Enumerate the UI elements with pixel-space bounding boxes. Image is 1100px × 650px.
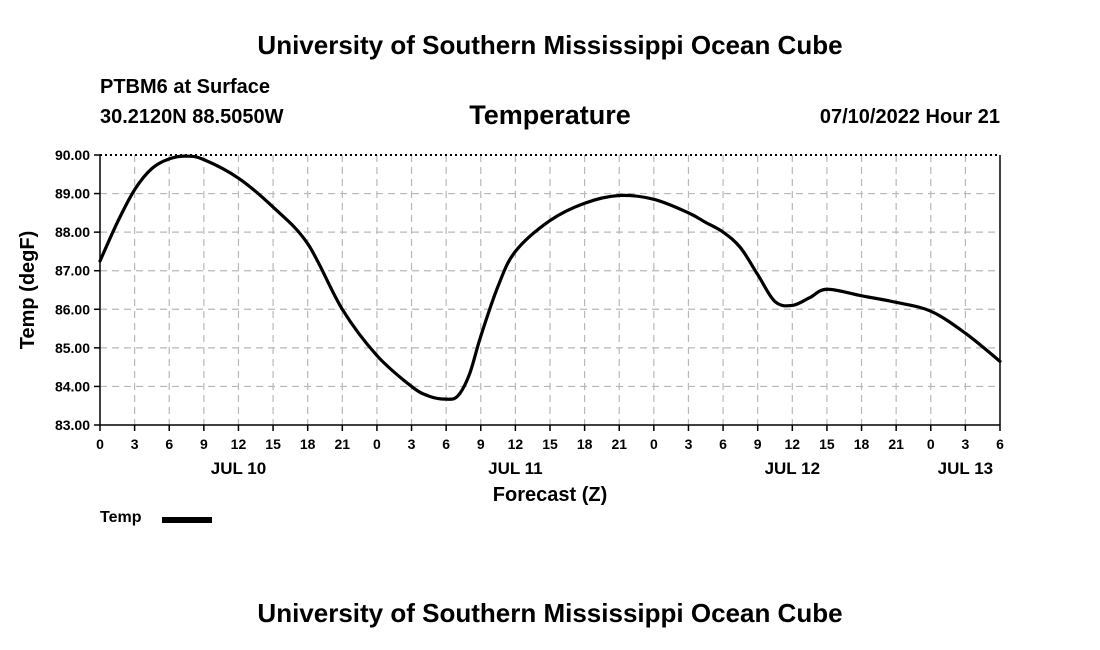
data-point: [740, 247, 741, 248]
data-point: [549, 220, 550, 221]
data-point: [965, 333, 966, 334]
y-axis-title: Temp (degF): [17, 231, 39, 350]
data-point: [203, 159, 204, 160]
x-tick-label: 15: [819, 436, 835, 452]
x-tick-label: 3: [685, 436, 693, 452]
x-tick-label: 18: [854, 436, 870, 452]
axes: 83.00 84.00 85.00 86.00 87.00 88.00 89.00 90.00…: [55, 147, 1004, 478]
footer-title: University of Southern Mississippi Ocean…: [257, 598, 843, 628]
y-tick-label: 87.00: [55, 263, 90, 279]
data-point: [457, 395, 458, 396]
data-point: [861, 295, 862, 296]
y-tick-label: 89.00: [55, 186, 90, 202]
axis-labels: Temp (degF) Forecast (Z): [17, 231, 607, 506]
x-date-label: JUL 11: [488, 459, 543, 478]
data-point: [151, 168, 152, 169]
x-date-label: JUL 10: [211, 459, 266, 478]
y-tick-label: 88.00: [55, 224, 90, 240]
x-tick-label: 3: [408, 436, 416, 452]
data-point: [307, 243, 308, 244]
y-tick-label: 86.00: [55, 301, 90, 317]
data-point: [480, 336, 481, 337]
data-point: [342, 309, 343, 310]
data-point: [186, 156, 187, 157]
data-point: [826, 289, 827, 290]
x-tick-label: 12: [785, 436, 801, 452]
data-point: [809, 297, 810, 298]
data-point: [688, 212, 689, 213]
x-tick-label: 3: [131, 436, 139, 452]
data-point: [705, 222, 706, 223]
data-point: [999, 361, 1000, 362]
y-tick-label: 83.00: [55, 417, 90, 433]
x-tick-label: 9: [477, 436, 485, 452]
data-point: [722, 232, 723, 233]
x-tick-label: 6: [996, 436, 1004, 452]
x-tick-label: 6: [442, 436, 450, 452]
legend-label: Temp: [100, 509, 142, 526]
data-point: [584, 203, 585, 204]
x-tick-label: 3: [961, 436, 969, 452]
y-tick-label: 84.00: [55, 378, 90, 394]
x-tick-label: 21: [611, 436, 627, 452]
x-tick-label: 21: [888, 436, 904, 452]
data-point: [428, 395, 429, 396]
series-layer: [98, 154, 1002, 401]
data-point: [774, 301, 775, 302]
data-point: [619, 195, 620, 196]
data-point: [134, 189, 135, 190]
data-point: [411, 386, 412, 387]
chart-title: Temperature: [469, 100, 631, 130]
data-point: [446, 399, 447, 400]
x-tick-label: 6: [165, 436, 173, 452]
data-point: [896, 302, 897, 303]
x-tick-label: 0: [650, 436, 658, 452]
grid: [100, 155, 1000, 425]
data-point: [757, 274, 758, 275]
coordinates-label: 30.2120N 88.5050W: [100, 106, 284, 128]
data-point: [792, 305, 793, 306]
data-point: [515, 251, 516, 252]
x-date-label: JUL 12: [765, 459, 820, 478]
x-tick-label: 6: [719, 436, 727, 452]
data-point: [653, 199, 654, 200]
x-tick-label: 12: [231, 436, 247, 452]
x-tick-label: 9: [754, 436, 762, 452]
series-line-temp: [98, 154, 1002, 401]
data-point: [117, 222, 118, 223]
data-point: [99, 260, 100, 261]
x-tick-label: 15: [542, 436, 558, 452]
x-tick-label: 15: [265, 436, 281, 452]
data-point: [376, 355, 377, 356]
x-axis-title: Forecast (Z): [493, 484, 607, 506]
data-point: [469, 374, 470, 375]
x-tick-label: 0: [373, 436, 381, 452]
page-title: University of Southern Mississippi Ocean…: [257, 30, 843, 60]
datetime-label: 07/10/2022 Hour 21: [819, 106, 1000, 128]
x-tick-label: 9: [200, 436, 208, 452]
station-label: PTBM6 at Surface: [100, 76, 271, 98]
y-tick-label: 90.00: [55, 147, 90, 163]
x-tick-label: 0: [96, 436, 104, 452]
data-point: [169, 158, 170, 159]
x-tick-label: 18: [300, 436, 316, 452]
data-point: [497, 286, 498, 287]
x-tick-label: 0: [927, 436, 935, 452]
x-date-label: JUL 13: [938, 459, 993, 478]
x-tick-label: 18: [577, 436, 593, 452]
data-point: [238, 178, 239, 179]
legend-swatch: [162, 517, 212, 523]
data-point: [930, 311, 931, 312]
x-tick-label: 21: [335, 436, 351, 452]
y-tick-label: 85.00: [55, 340, 90, 356]
data-point: [272, 206, 273, 207]
x-tick-label: 12: [508, 436, 524, 452]
